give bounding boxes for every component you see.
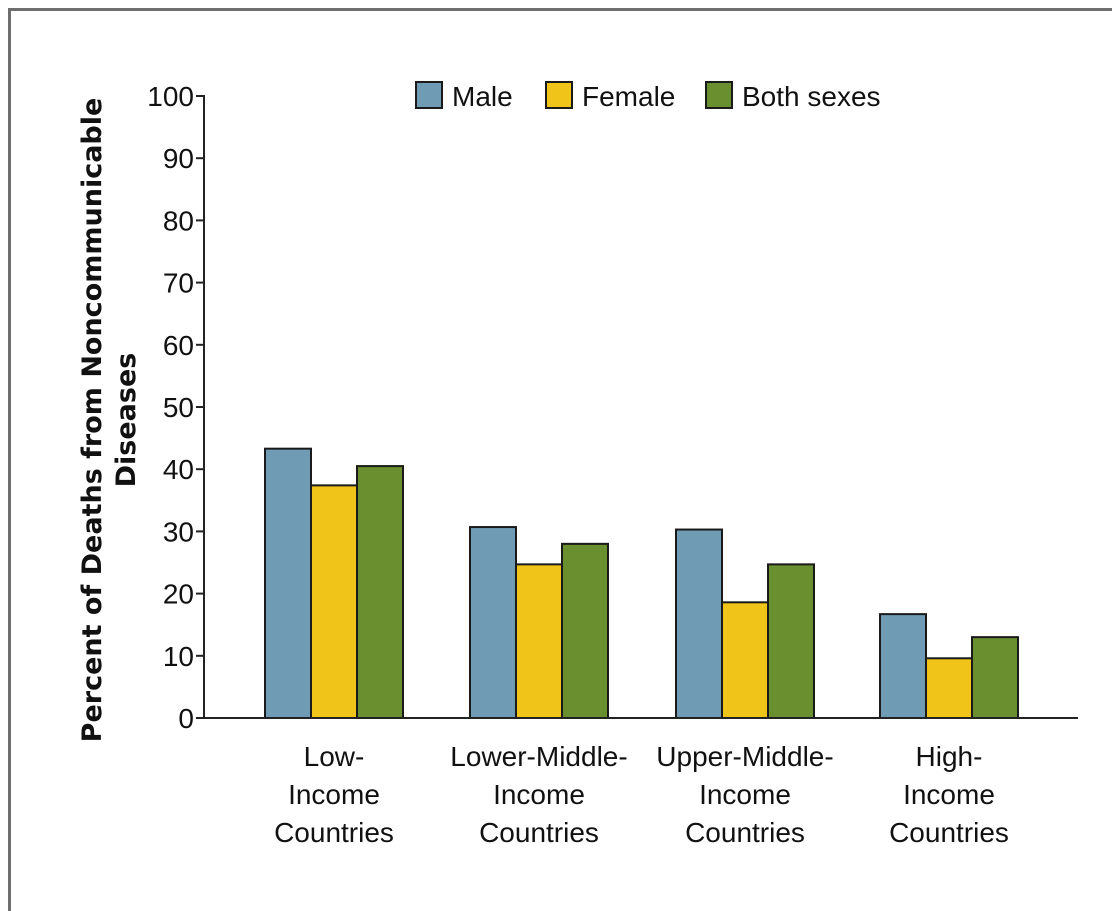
category-label-line: High- bbox=[916, 741, 983, 772]
legend-item: Female bbox=[545, 81, 675, 112]
y-tick-label: 0 bbox=[178, 703, 194, 734]
bar-female bbox=[925, 657, 973, 720]
bar-male bbox=[264, 447, 312, 719]
y-tick-label: 100 bbox=[147, 81, 194, 112]
y-tick-label: 70 bbox=[163, 268, 194, 299]
category-label-line: Income bbox=[493, 779, 585, 810]
bars bbox=[264, 447, 1019, 720]
legend-item: Male bbox=[415, 81, 513, 112]
bar-female bbox=[515, 563, 563, 720]
legend-swatch bbox=[545, 81, 573, 109]
bar-both-sexes bbox=[356, 465, 404, 719]
y-axis-title-line: Diseases bbox=[111, 353, 142, 488]
category-label: Low- Income Countries bbox=[274, 741, 394, 848]
category-label-line: Income bbox=[903, 779, 995, 810]
y-tick-label: 20 bbox=[163, 579, 194, 610]
y-axis-title: Percent of Deaths from Noncommunicable Di… bbox=[77, 98, 142, 743]
category-label-line: Countries bbox=[479, 817, 599, 848]
y-tick-label: 10 bbox=[163, 641, 194, 672]
category-label-line: Income bbox=[699, 779, 791, 810]
bar-male bbox=[675, 528, 723, 719]
y-tick-label: 50 bbox=[163, 392, 194, 423]
y-tick-label: 40 bbox=[163, 454, 194, 485]
y-axis-title-text: Percent of Deaths from Noncommunicable Di… bbox=[77, 98, 142, 743]
category-label-line: Lower-Middle- bbox=[450, 741, 627, 772]
y-tick-label: 60 bbox=[163, 330, 194, 361]
legend-label: Male bbox=[452, 81, 513, 112]
bar-male bbox=[469, 526, 517, 720]
legend-label: Female bbox=[582, 81, 675, 112]
legend-swatch bbox=[705, 81, 733, 109]
legend-label: Both sexes bbox=[742, 81, 881, 112]
y-axis-title-line: Percent of Deaths from Noncommunicable bbox=[77, 98, 108, 743]
category-label-line: Income bbox=[288, 779, 380, 810]
y-tick-label: 90 bbox=[163, 143, 194, 174]
legend-item: Both sexes bbox=[705, 81, 881, 112]
legend-swatch bbox=[415, 81, 443, 109]
category-label: Lower-Middle- Income Countries bbox=[450, 741, 627, 848]
category-label-line: Upper-Middle- bbox=[656, 741, 833, 772]
bar-female bbox=[721, 601, 769, 719]
category-label-line: Low- bbox=[304, 741, 365, 772]
legend: Male Female Both sexes bbox=[415, 81, 881, 112]
chart-frame bbox=[8, 8, 1112, 911]
category-label: Upper-Middle- Income Countries bbox=[656, 741, 833, 848]
bar-both-sexes bbox=[767, 563, 815, 720]
bar-female bbox=[310, 484, 358, 720]
bar-both-sexes bbox=[971, 636, 1019, 720]
y-tick-label: 80 bbox=[163, 205, 194, 236]
y-axis: 0 10 20 30 40 50 60 70 80 90 100 bbox=[147, 81, 205, 734]
bar-male bbox=[879, 613, 927, 719]
category-label-line: Countries bbox=[274, 817, 394, 848]
x-axis: Low- Income Countries Lower-Middle- Income Co… bbox=[196, 717, 1078, 848]
bar-both-sexes bbox=[561, 542, 609, 720]
category-label-line: Countries bbox=[889, 817, 1009, 848]
category-label-line: Countries bbox=[685, 817, 805, 848]
category-label: High- Income Countries bbox=[889, 741, 1009, 848]
y-tick-label: 30 bbox=[163, 516, 194, 547]
